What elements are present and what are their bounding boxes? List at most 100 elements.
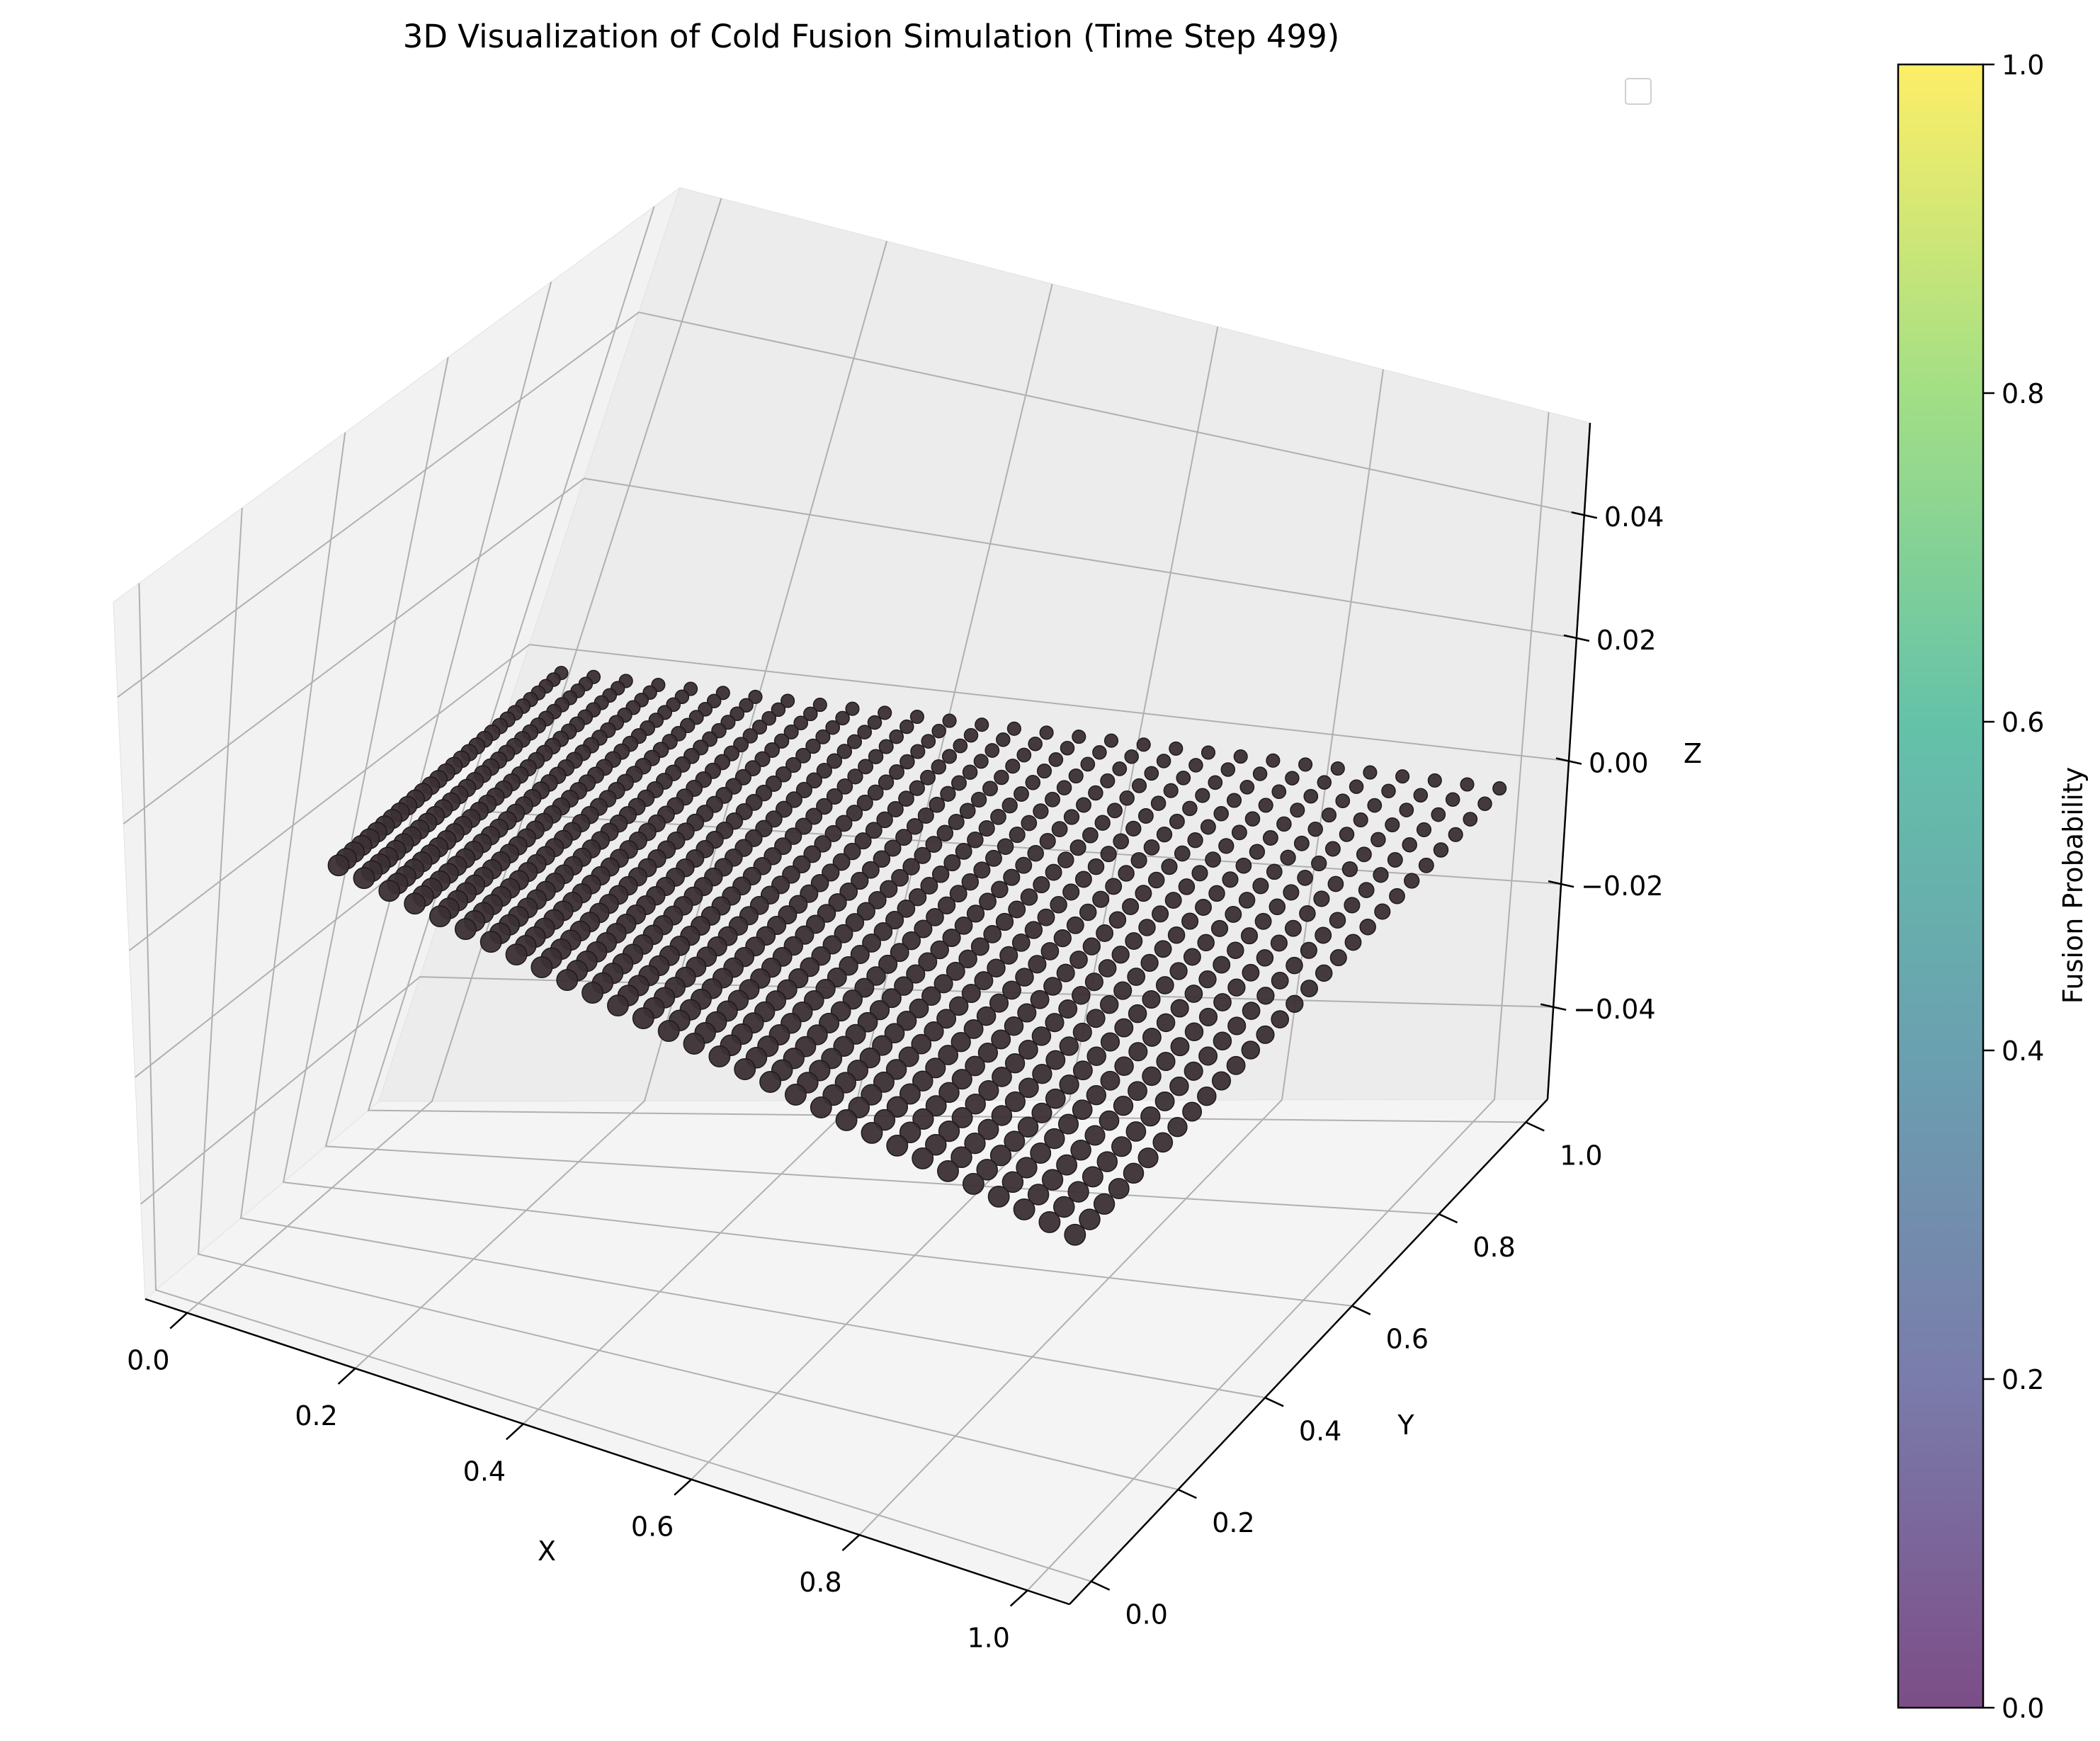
scatter-point bbox=[1152, 905, 1169, 923]
colorbar-frame bbox=[1897, 63, 1985, 1709]
scatter-point bbox=[961, 873, 980, 891]
scatter-point bbox=[873, 922, 893, 941]
y-gridline bbox=[197, 507, 1179, 1490]
scatter-point bbox=[1169, 1076, 1189, 1096]
scatter-point bbox=[1460, 777, 1475, 792]
scatter-point bbox=[937, 1159, 959, 1182]
y-tick-mark bbox=[1177, 1488, 1197, 1499]
scatter-point bbox=[1048, 752, 1064, 767]
scatter-point bbox=[996, 732, 1011, 747]
z-tick-label: 0.00 bbox=[1589, 748, 1649, 779]
y-axis-title: Y bbox=[1397, 1410, 1414, 1441]
scatter-point bbox=[1036, 764, 1052, 779]
scatter-point bbox=[983, 925, 1002, 943]
scatter-point bbox=[657, 1020, 680, 1043]
y-gridline bbox=[239, 432, 1266, 1399]
scatter-point bbox=[1108, 911, 1127, 929]
scatter-point bbox=[1086, 1009, 1106, 1028]
scatter-point bbox=[908, 888, 927, 907]
scatter-point bbox=[1004, 1053, 1026, 1074]
scatter-point bbox=[1163, 783, 1179, 798]
scatter-point bbox=[1002, 980, 1021, 1000]
scatter-point bbox=[835, 710, 850, 726]
scatter-point bbox=[1080, 756, 1096, 772]
scatter-point bbox=[1059, 1074, 1079, 1095]
scatter-point bbox=[1208, 775, 1223, 790]
scatter-point bbox=[914, 846, 931, 864]
scatter-point bbox=[902, 858, 920, 875]
scatter-point bbox=[1349, 779, 1364, 794]
scatter-point bbox=[803, 706, 818, 722]
scatter-point bbox=[946, 961, 965, 981]
scatter-point bbox=[1169, 962, 1188, 980]
scatter-point bbox=[1297, 870, 1313, 886]
scatter-point bbox=[962, 764, 978, 780]
colorbar-fill bbox=[1898, 64, 1983, 1708]
scatter-point bbox=[1030, 1142, 1052, 1164]
scatter-point bbox=[1169, 813, 1185, 829]
scatter-point bbox=[454, 918, 477, 941]
scatter-point bbox=[881, 988, 902, 1009]
scatter-point bbox=[1402, 837, 1417, 853]
scatter-point bbox=[1156, 826, 1173, 843]
scatter-point bbox=[1130, 852, 1147, 869]
scatter-point bbox=[1033, 876, 1050, 894]
scatter-point bbox=[970, 937, 989, 956]
scatter-point bbox=[1427, 773, 1442, 788]
x-tick-mark bbox=[506, 1423, 524, 1441]
scatter-point bbox=[1276, 816, 1292, 832]
colorbar-tick-label: 1.0 bbox=[2002, 50, 2044, 81]
scatter-point bbox=[825, 720, 841, 735]
scatter-point bbox=[1082, 827, 1099, 844]
scatter-point bbox=[783, 724, 799, 739]
scatter-point bbox=[1266, 863, 1283, 880]
scatter-point bbox=[378, 880, 401, 902]
scatter-point bbox=[1154, 940, 1172, 958]
scatter-point bbox=[965, 1055, 985, 1077]
scatter-point bbox=[1056, 1154, 1078, 1176]
scatter-point bbox=[979, 892, 997, 911]
scatter-point bbox=[977, 1118, 999, 1140]
scatter-point bbox=[1114, 1056, 1134, 1077]
scatter-point bbox=[936, 824, 954, 842]
scatter-point bbox=[1040, 942, 1060, 960]
scatter-point bbox=[909, 780, 925, 796]
scatter-point bbox=[889, 764, 904, 780]
scatter-point bbox=[878, 739, 894, 754]
scatter-point bbox=[1057, 1113, 1079, 1135]
scatter-point bbox=[1072, 730, 1086, 744]
scatter-point bbox=[1138, 919, 1156, 936]
scatter-point bbox=[1313, 890, 1330, 907]
scatter-point bbox=[1307, 821, 1323, 837]
scatter-point bbox=[1027, 844, 1044, 862]
scatter-point bbox=[925, 1133, 947, 1156]
scatter-point bbox=[748, 689, 763, 704]
scatter-point bbox=[970, 791, 987, 808]
scatter-point bbox=[1298, 757, 1313, 772]
scatter-point bbox=[1242, 963, 1260, 982]
scatter-point bbox=[1231, 824, 1247, 841]
scatter-point bbox=[832, 853, 851, 871]
scatter-point bbox=[1142, 989, 1161, 1009]
scatter-point bbox=[1387, 852, 1403, 868]
scatter-point bbox=[1021, 815, 1038, 832]
scatter-point bbox=[1271, 972, 1289, 989]
scatter-point bbox=[1222, 871, 1239, 888]
scatter-point bbox=[1303, 788, 1319, 804]
scatter-point bbox=[1006, 721, 1021, 736]
scatter-point bbox=[1339, 827, 1355, 842]
scatter-point bbox=[1329, 949, 1347, 967]
z-tick-mark bbox=[1540, 1003, 1567, 1011]
scatter-point bbox=[1100, 773, 1116, 788]
scatter-point bbox=[1079, 1208, 1101, 1230]
x-gridline bbox=[691, 326, 1219, 1480]
x-tick-mark bbox=[169, 1312, 188, 1329]
scatter-point bbox=[1266, 753, 1281, 768]
scatter-point bbox=[886, 1096, 909, 1118]
scatter-point bbox=[898, 790, 914, 807]
scatter-point bbox=[918, 952, 938, 972]
x-tick-label: 0.8 bbox=[799, 1567, 841, 1598]
scatter-point bbox=[1111, 946, 1130, 964]
scatter-point bbox=[885, 911, 904, 930]
scatter-point bbox=[1329, 912, 1346, 929]
